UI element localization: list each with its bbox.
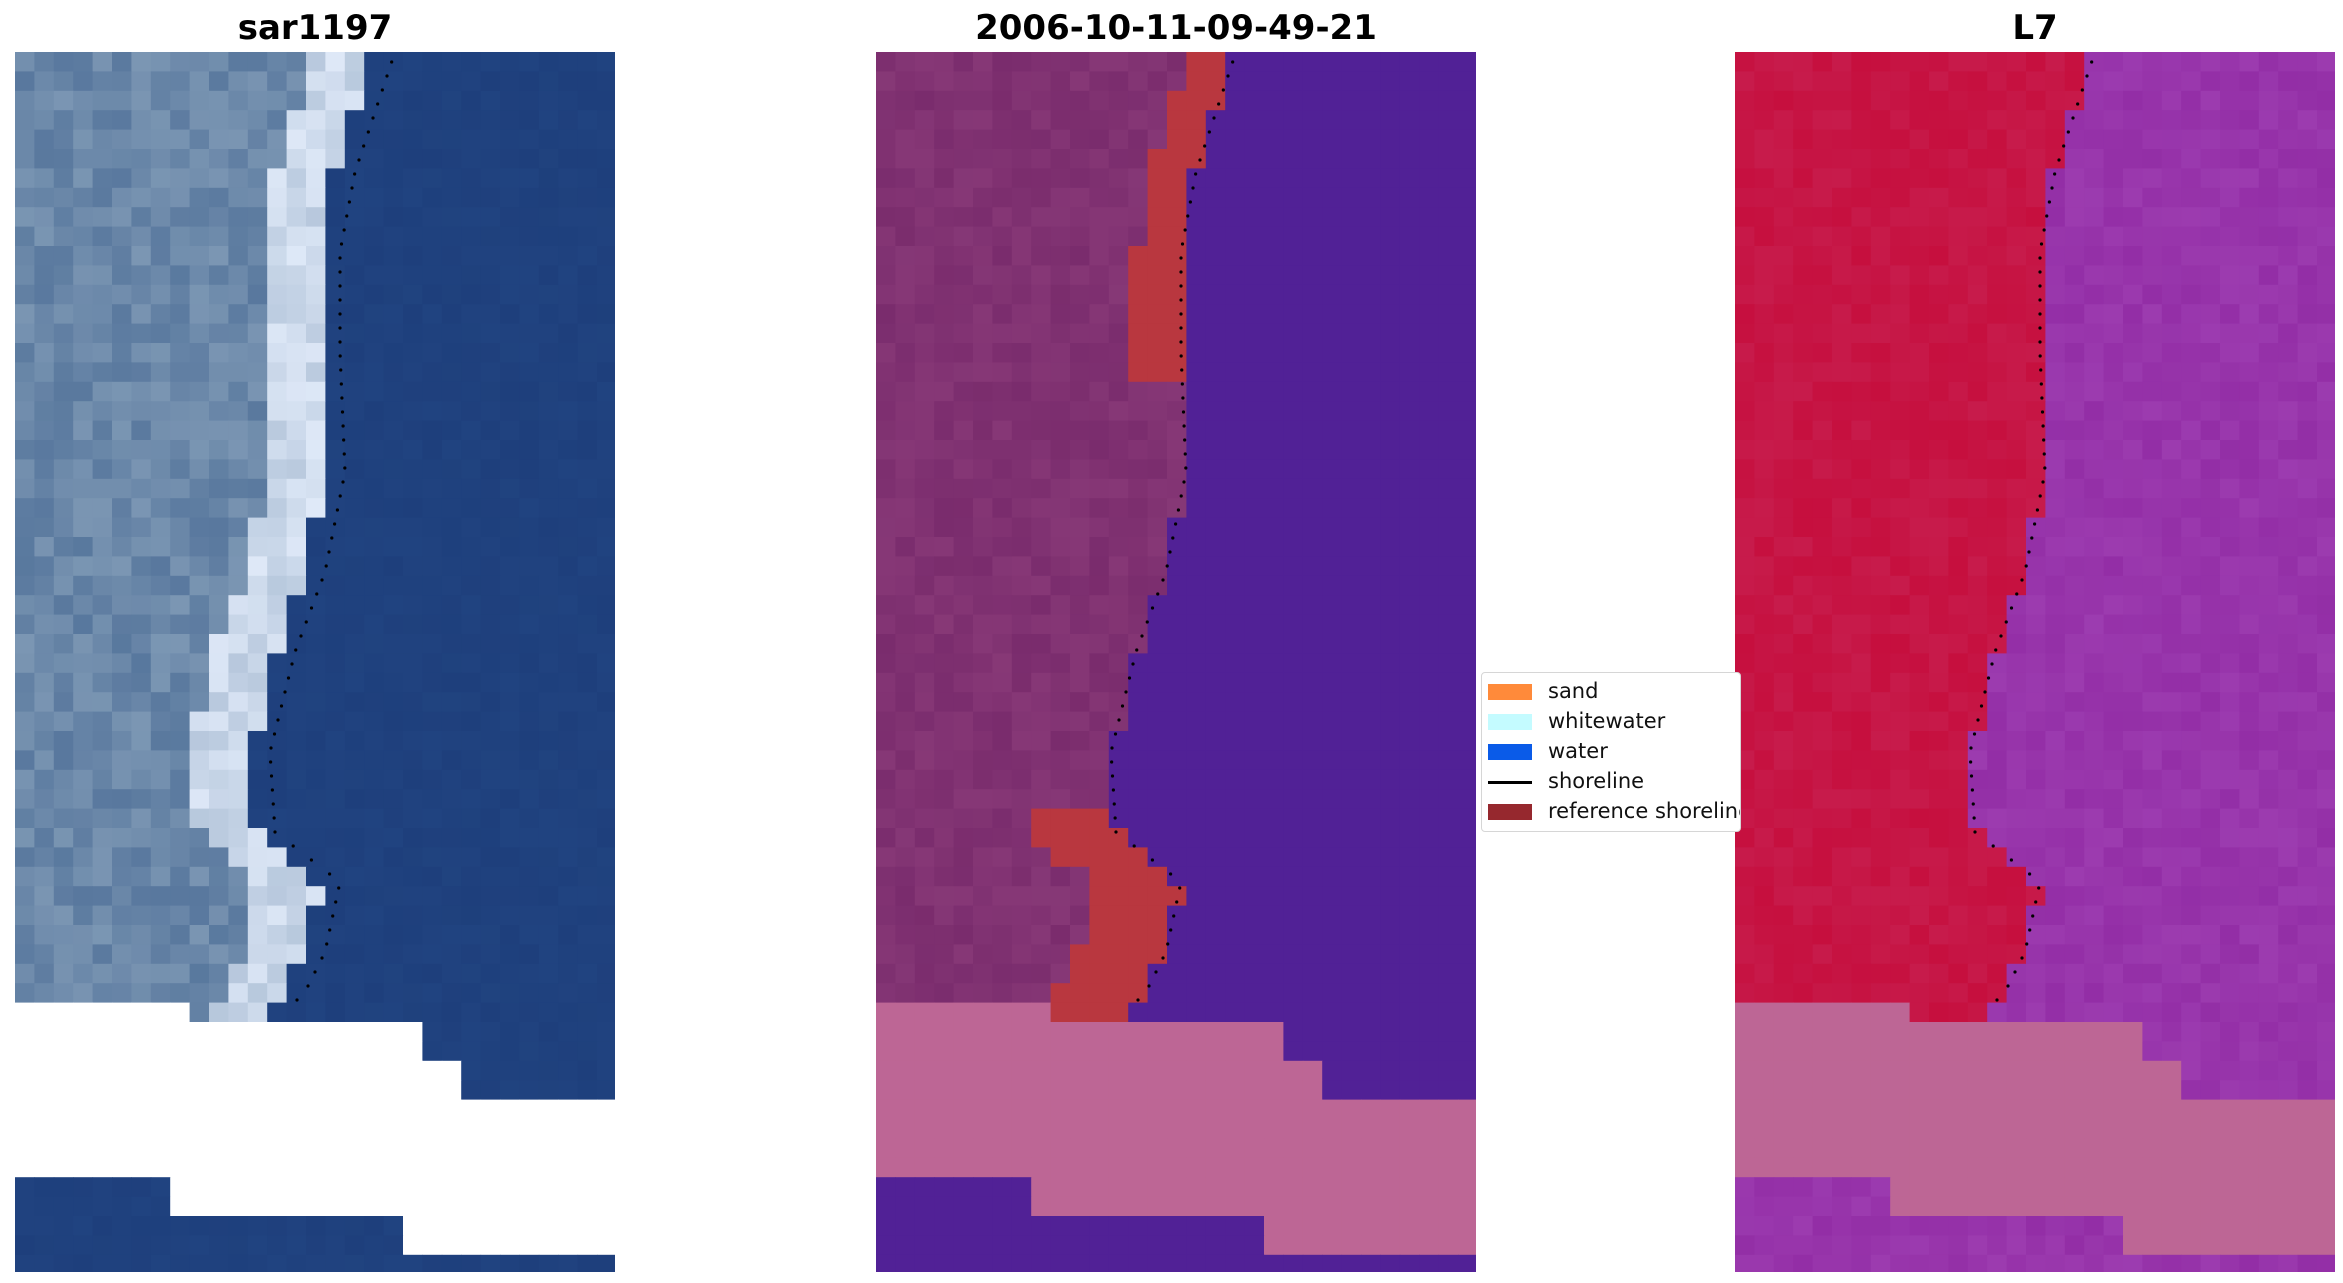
- ndwi-image-panel: [1735, 52, 2335, 1272]
- reference-shoreline-swatch: [1488, 804, 1532, 820]
- water-swatch: [1488, 744, 1532, 760]
- panel-title-classification: 2006-10-11-09-49-21: [975, 8, 1377, 48]
- legend-item-sand: sand: [1482, 677, 1740, 705]
- legend-label: shoreline: [1548, 769, 1645, 793]
- shoreline-line-icon: [1488, 781, 1532, 784]
- legend-label: whitewater: [1548, 709, 1666, 733]
- classified-image-panel: [876, 52, 1476, 1272]
- legend-item-whitewater: whitewater: [1482, 707, 1740, 735]
- panel-title-rgb: sar1197: [237, 8, 393, 48]
- rgb-image-panel: [15, 52, 615, 1272]
- panel-title-ndwi: L7: [2012, 8, 2058, 48]
- whitewater-swatch: [1488, 714, 1532, 730]
- legend-item-water: water: [1482, 737, 1740, 765]
- legend-label: water: [1548, 739, 1608, 763]
- legend-item-shoreline: shoreline: [1482, 767, 1740, 795]
- ndwi-image: [1735, 52, 2335, 1272]
- legend-label: reference shoreline: [1548, 799, 1741, 823]
- legend-label: sand: [1548, 679, 1599, 703]
- rgb-image: [15, 52, 615, 1272]
- classified-image: [876, 52, 1476, 1272]
- legend: sand whitewater water shoreline referenc…: [1481, 672, 1741, 832]
- sand-swatch: [1488, 684, 1532, 700]
- legend-item-reference-shoreline: reference shoreline: [1482, 797, 1741, 825]
